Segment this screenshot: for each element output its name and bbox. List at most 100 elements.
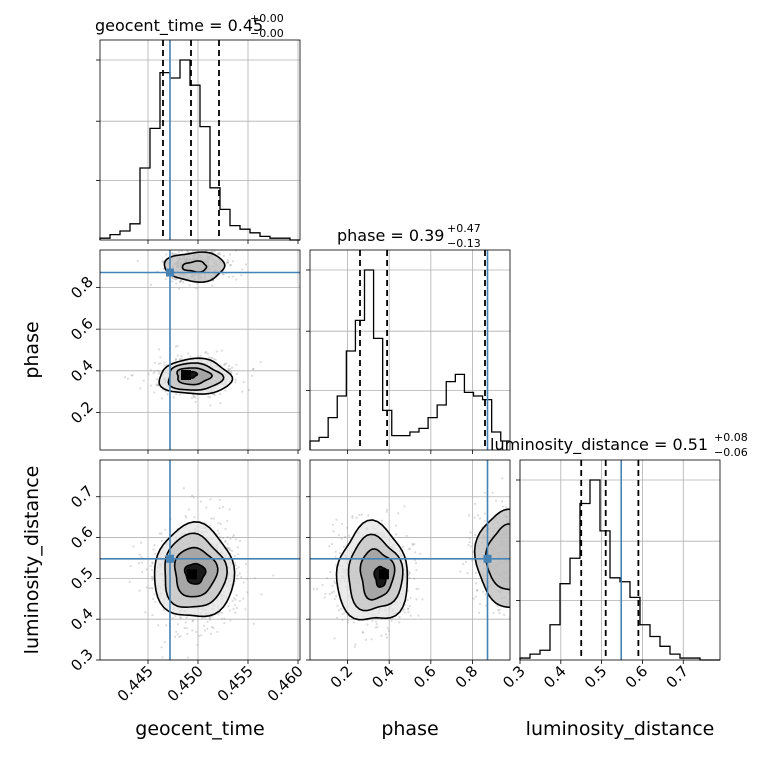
sample-point — [360, 513, 363, 516]
x-tick-label: 0.5 — [581, 662, 611, 692]
sample-point — [226, 536, 229, 539]
sample-point — [469, 545, 473, 548]
sample-point — [542, 566, 544, 568]
sample-point — [232, 535, 235, 538]
sample-point — [234, 250, 237, 252]
sample-point — [132, 545, 135, 548]
sample-point — [226, 542, 229, 545]
sample-point — [515, 551, 517, 553]
sample-point — [478, 517, 482, 520]
sample-point — [154, 600, 157, 603]
sample-point — [334, 582, 337, 585]
sample-point — [158, 532, 161, 535]
x-tick-label: 0.445 — [114, 662, 157, 705]
sample-point — [235, 372, 238, 376]
sample-point — [192, 496, 196, 499]
sample-point — [150, 568, 154, 571]
sample-point — [174, 252, 177, 255]
sample-point — [252, 622, 255, 625]
sample-point — [177, 250, 181, 254]
sample-point — [516, 561, 518, 563]
sample-point — [513, 583, 515, 585]
sample-point — [556, 579, 558, 581]
sample-point — [128, 580, 131, 583]
histogram-panel-phase — [306, 249, 511, 454]
sample-point — [174, 278, 177, 281]
sample-point — [361, 631, 365, 634]
x-tick-label: 0.7 — [662, 662, 692, 692]
sample-point — [475, 589, 479, 592]
sample-point — [219, 253, 222, 256]
sample-point — [178, 358, 181, 361]
sample-point — [413, 551, 417, 554]
sample-point — [331, 523, 335, 526]
sample-point — [171, 252, 174, 255]
sample-point — [149, 283, 153, 286]
sample-point — [521, 580, 523, 582]
sample-point — [380, 634, 383, 637]
sample-point — [179, 616, 183, 619]
sample-point — [520, 544, 522, 546]
sample-point — [521, 569, 523, 571]
sample-point — [234, 381, 237, 384]
sample-point — [175, 278, 178, 281]
sample-point — [244, 263, 248, 266]
sample-point — [478, 611, 481, 614]
sample-point — [474, 582, 478, 585]
sample-point — [521, 567, 523, 569]
sample-point — [515, 584, 517, 586]
sample-point — [147, 373, 150, 376]
xlabel-luminosity-distance: luminosity_distance — [526, 718, 715, 740]
sample-point — [398, 621, 401, 624]
sample-point — [207, 395, 210, 398]
sample-point — [209, 616, 212, 619]
sample-point — [413, 577, 416, 580]
sample-point — [218, 532, 221, 535]
sample-point — [189, 355, 192, 358]
sample-point — [330, 542, 333, 546]
sample-point — [178, 287, 181, 290]
sample-point — [206, 247, 208, 249]
sample-point — [164, 390, 167, 393]
sample-point — [346, 618, 350, 622]
sample-point — [346, 621, 350, 624]
sample-point — [182, 281, 185, 284]
sample-point — [556, 590, 558, 592]
sample-point — [524, 526, 526, 528]
sample-point — [390, 619, 393, 622]
sample-point — [536, 586, 538, 588]
sample-point — [231, 260, 235, 263]
sample-point — [171, 616, 175, 620]
sample-point — [194, 400, 197, 404]
contour-level — [181, 260, 208, 274]
sample-point — [229, 370, 233, 374]
sample-point — [406, 607, 410, 611]
sample-point — [229, 263, 233, 267]
sample-point — [221, 273, 225, 276]
sample-point — [242, 381, 245, 384]
sample-point — [515, 571, 517, 573]
sample-point — [164, 278, 167, 281]
sample-point — [525, 573, 527, 575]
sample-point — [529, 536, 531, 538]
sample-point — [126, 377, 130, 380]
sample-point — [229, 537, 232, 540]
sample-point — [514, 590, 516, 592]
sample-point — [474, 595, 477, 598]
sample-point — [242, 597, 245, 600]
sample-point — [536, 552, 538, 554]
sample-point — [185, 616, 188, 619]
title-geocent-time-lower: −0.00 — [250, 27, 284, 40]
sample-point — [333, 580, 336, 583]
sample-point — [403, 611, 407, 614]
sample-point — [184, 514, 187, 518]
sample-point — [233, 561, 237, 565]
sample-point — [521, 564, 523, 566]
sample-point — [533, 576, 535, 578]
sample-point — [516, 543, 518, 545]
sample-point — [157, 372, 161, 375]
sample-point — [238, 539, 242, 542]
sample-point — [137, 562, 140, 565]
sample-point — [545, 565, 547, 567]
